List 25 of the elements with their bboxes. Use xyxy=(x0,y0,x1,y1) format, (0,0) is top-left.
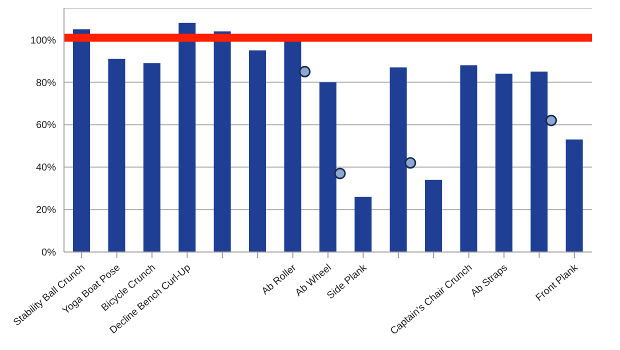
point xyxy=(545,114,557,126)
bar xyxy=(108,58,126,252)
bar xyxy=(143,63,160,252)
point xyxy=(299,66,311,78)
y-tick-label: 100% xyxy=(30,35,56,46)
y-tick-label: 80% xyxy=(36,78,56,89)
point xyxy=(334,168,346,180)
bar xyxy=(178,22,196,252)
bar xyxy=(460,65,478,252)
bar xyxy=(319,82,336,252)
bar xyxy=(214,31,231,252)
bar xyxy=(530,72,548,252)
bar xyxy=(390,67,407,252)
bar xyxy=(249,50,266,252)
bar xyxy=(354,196,372,252)
y-tick-label: 40% xyxy=(36,162,56,174)
bar xyxy=(495,74,512,252)
y-tick-label: 0% xyxy=(42,248,56,259)
point xyxy=(404,157,416,169)
bar xyxy=(284,40,302,252)
y-tick-label: 20% xyxy=(36,205,56,216)
bar xyxy=(566,140,583,252)
bar xyxy=(425,180,442,252)
y-tick-label: 60% xyxy=(36,120,56,132)
bar xyxy=(73,29,90,252)
